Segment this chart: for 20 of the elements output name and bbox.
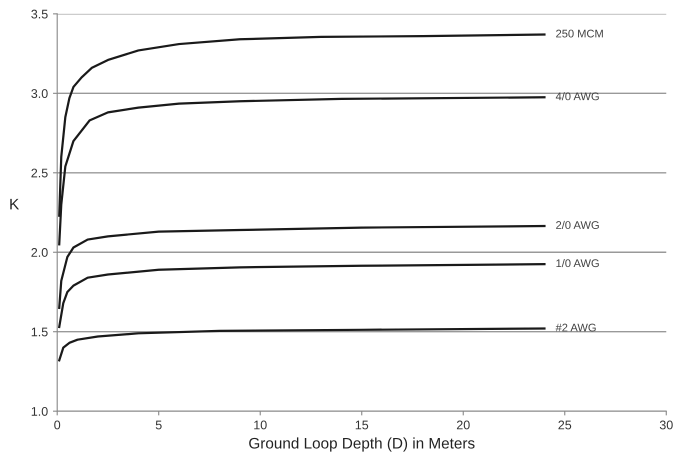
x-tick-label: 5 [156,420,162,430]
x-tick-label: 30 [660,420,673,430]
x-axis-title: Ground Loop Depth (D) in Meters [249,437,475,452]
series-label: 4/0 AWG [556,92,599,100]
x-tick-label: 25 [558,420,572,430]
y-tick-label: 1.5 [32,328,48,336]
y-tick-label: 1.0 [32,406,48,416]
y-tick-label: 2.5 [31,168,48,178]
series-label: 250 MCM [556,30,603,38]
y-axis-title: K [10,198,20,210]
series-label: 2/0 AWG [556,220,599,230]
series-label: 1/0 AWG [556,258,599,268]
x-tick-label: 15 [356,420,368,430]
y-tick-label: 3.5 [31,10,48,19]
x-tick-label: 20 [456,420,470,430]
series-label: #2 AWG [556,324,596,332]
y-tick-label: 2.0 [31,248,48,257]
y-tick-label: 3.0 [31,89,48,98]
x-tick-label: 10 [254,420,267,430]
x-tick-label: 0 [54,420,60,430]
